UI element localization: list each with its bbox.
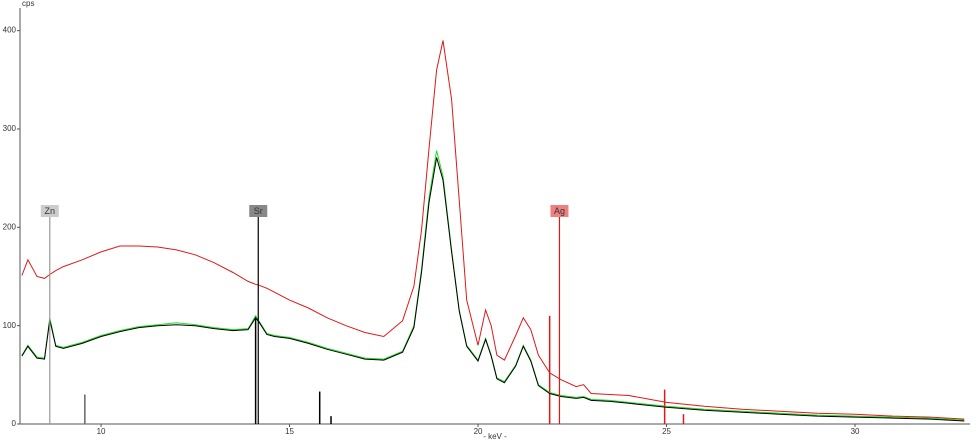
y-axis-label: cps <box>22 0 34 8</box>
x-axis-label: - keV - <box>483 432 507 441</box>
x-tick-label: 15 <box>285 427 294 436</box>
element-box <box>249 205 268 217</box>
element-label: Ag <box>550 205 569 217</box>
spectrum-line <box>21 40 965 420</box>
y-tick-label: 300 <box>3 124 17 133</box>
spectrum-line <box>21 157 965 422</box>
element-box <box>550 205 569 217</box>
x-tick-label: 10 <box>97 427 106 436</box>
y-tick-label: 0 <box>12 419 17 428</box>
element-label: Zn <box>40 205 59 217</box>
x-tick-label: 20 <box>474 427 483 436</box>
x-tick-label: 30 <box>851 427 860 436</box>
y-tick-label: 100 <box>3 321 17 330</box>
x-tick-label: 25 <box>662 427 671 436</box>
element-text: Sr <box>254 206 263 216</box>
spectrum-line <box>21 150 965 421</box>
y-tick-label: 400 <box>3 26 17 35</box>
element-text: Zn <box>45 206 56 216</box>
element-text: Ag <box>554 206 565 216</box>
element-box <box>40 205 59 217</box>
element-label: Sr <box>249 205 268 217</box>
y-tick-label: 200 <box>3 222 17 231</box>
